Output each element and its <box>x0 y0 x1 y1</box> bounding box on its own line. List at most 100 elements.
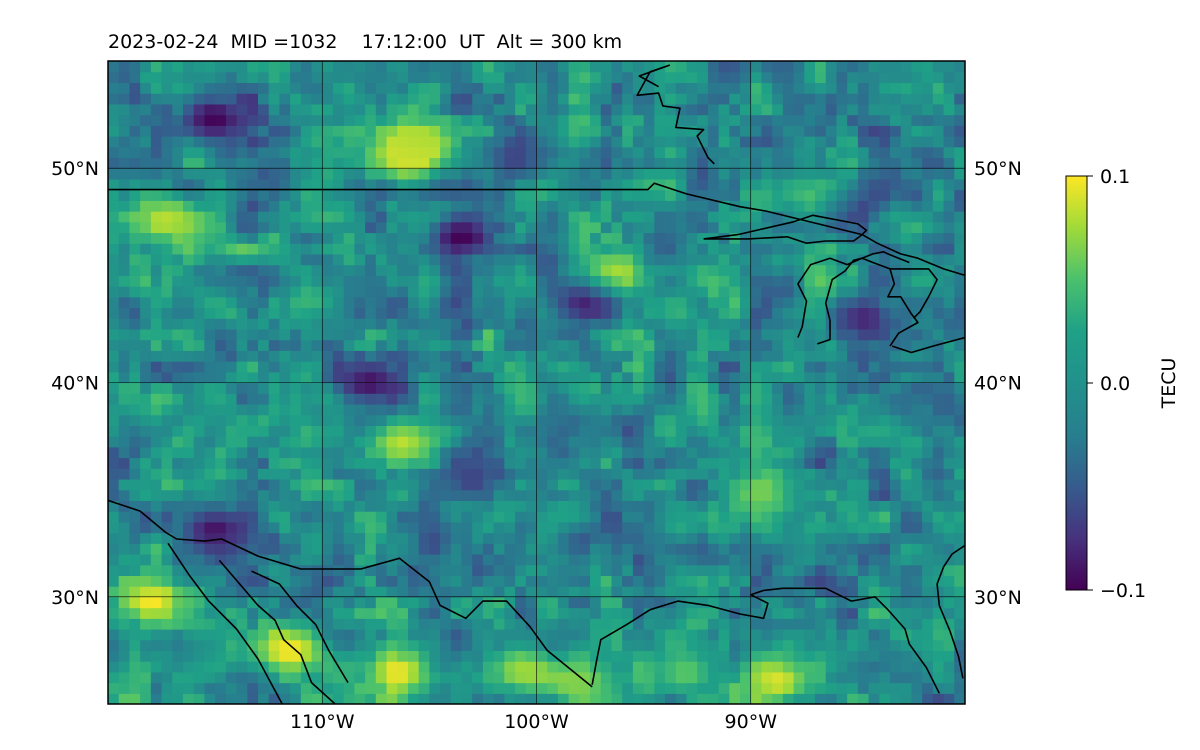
heat-cell <box>172 382 184 394</box>
heat-cell <box>290 639 302 652</box>
heat-cell <box>547 543 559 555</box>
coastline-path <box>108 499 593 688</box>
heat-cell <box>375 168 388 180</box>
heat-cell <box>665 136 677 148</box>
heat-cell <box>579 575 591 587</box>
heat-cell <box>365 682 377 694</box>
heat-cell <box>193 71 206 84</box>
heat-cell <box>440 168 452 180</box>
heat-cell <box>322 136 334 148</box>
heat-cell <box>182 318 195 330</box>
heat-cell <box>954 307 965 319</box>
heat-cell <box>375 264 388 276</box>
heat-cell <box>204 693 216 704</box>
heat-cell <box>611 628 623 641</box>
heat-cell <box>204 532 216 544</box>
heat-cell <box>440 350 452 362</box>
heat-cell <box>461 414 473 426</box>
heat-cell <box>868 82 880 94</box>
heat-cell <box>129 211 141 223</box>
heat-cell <box>547 253 559 266</box>
heat-cell <box>450 446 463 459</box>
heat-cell <box>686 114 698 126</box>
heat-cell <box>579 307 591 319</box>
heat-cell <box>825 661 838 673</box>
heat-cell <box>215 371 227 384</box>
heat-cell <box>161 661 173 673</box>
heat-cell <box>397 371 409 384</box>
heat-cell <box>579 553 591 566</box>
heat-cell <box>879 596 891 609</box>
heat-cell <box>922 586 934 598</box>
heat-cell <box>804 275 816 287</box>
heat-cell <box>847 661 859 673</box>
heat-cell <box>161 318 173 330</box>
heat-cell <box>611 661 623 673</box>
heat-cell <box>332 511 345 523</box>
heat-cell <box>386 275 398 287</box>
heat-cell <box>365 286 377 298</box>
heat-cell <box>311 189 323 201</box>
heat-cell <box>729 221 741 234</box>
heat-cell <box>407 575 420 587</box>
heat-cell <box>932 478 945 491</box>
heat-cell <box>729 543 741 555</box>
heat-cell <box>150 371 163 384</box>
heat-cell <box>622 661 634 673</box>
heat-cell <box>472 146 484 159</box>
heat-cell <box>943 221 955 234</box>
heat-cell <box>900 575 913 587</box>
heat-cell <box>150 328 163 341</box>
heat-cell <box>504 682 516 694</box>
heat-cell <box>354 500 366 512</box>
heat-cell <box>375 350 388 362</box>
heat-cell <box>386 211 398 223</box>
heat-cell <box>750 82 763 94</box>
heat-cell <box>108 93 120 105</box>
heat-cell <box>172 457 184 469</box>
heat-cell <box>257 553 270 566</box>
heat-cell <box>493 650 505 662</box>
heat-cell <box>386 639 398 652</box>
heat-cell <box>750 511 763 523</box>
heat-cell <box>772 661 784 673</box>
heat-cell <box>118 221 131 234</box>
heat-cell <box>268 114 280 126</box>
heat-cell <box>922 457 934 469</box>
heat-cell <box>257 275 270 287</box>
heat-cell <box>161 543 173 555</box>
heat-cell <box>590 307 602 319</box>
heat-cell <box>129 61 141 73</box>
heat-cell <box>418 350 430 362</box>
heat-cell <box>643 275 655 287</box>
heat-cell <box>729 693 741 704</box>
heat-cell <box>697 639 709 652</box>
heat-cell <box>579 318 591 330</box>
heat-cell <box>568 350 580 362</box>
heat-cell <box>322 532 334 544</box>
heat-cell <box>397 650 409 662</box>
heat-cell <box>547 221 559 234</box>
heat-cell <box>750 650 763 662</box>
heat-cell <box>911 564 923 576</box>
heat-cell <box>707 650 720 662</box>
heat-cell <box>568 586 580 598</box>
heat-cell <box>825 436 838 448</box>
heat-cell <box>482 446 495 459</box>
heat-cell <box>643 682 655 694</box>
heat-cell <box>225 596 238 609</box>
heat-cell <box>911 382 923 394</box>
heat-cell <box>300 264 313 276</box>
heat-cell <box>815 114 827 126</box>
heat-cell <box>954 671 965 684</box>
heat-cell <box>450 253 463 266</box>
heat-cell <box>857 178 870 191</box>
heat-cell <box>750 564 763 576</box>
heat-cell <box>322 382 334 394</box>
heat-cell <box>654 521 666 534</box>
heat-cell <box>375 586 388 598</box>
heat-cell <box>825 136 838 148</box>
heat-cell <box>536 350 548 362</box>
heat-cell <box>193 521 206 534</box>
heat-cell <box>954 232 965 244</box>
